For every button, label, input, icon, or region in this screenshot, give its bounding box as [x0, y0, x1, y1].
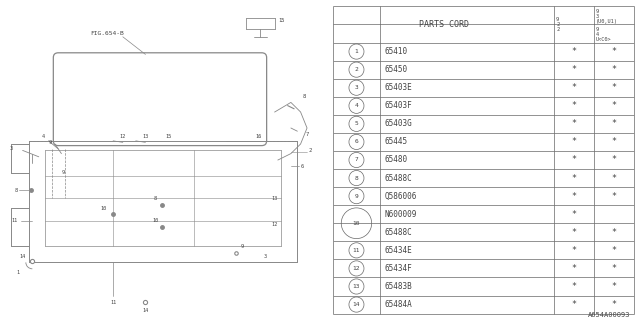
Text: FIG.654-B: FIG.654-B: [90, 31, 124, 36]
Text: 3: 3: [355, 85, 358, 90]
Text: 4: 4: [42, 133, 45, 139]
Text: *: *: [611, 300, 616, 309]
Text: 13: 13: [353, 284, 360, 289]
Text: 13: 13: [142, 133, 148, 139]
Text: 65488C: 65488C: [385, 228, 413, 237]
Text: 65483B: 65483B: [385, 282, 413, 291]
Text: 14: 14: [19, 253, 26, 259]
Text: *: *: [572, 300, 577, 309]
Text: 15: 15: [278, 18, 284, 23]
Text: 65488C: 65488C: [385, 173, 413, 183]
Text: 65403G: 65403G: [385, 119, 413, 128]
Text: 3: 3: [10, 146, 13, 151]
Text: *: *: [611, 101, 616, 110]
Text: *: *: [572, 173, 577, 183]
Text: A654A00093: A654A00093: [588, 312, 630, 318]
Text: 10: 10: [353, 221, 360, 226]
Text: 6: 6: [355, 140, 358, 144]
Text: *: *: [572, 65, 577, 74]
Text: *: *: [572, 246, 577, 255]
Text: *: *: [572, 156, 577, 164]
Text: *: *: [611, 119, 616, 128]
Text: 9: 9: [49, 140, 52, 145]
Text: 8: 8: [154, 196, 157, 201]
Text: *: *: [611, 192, 616, 201]
Text: 12: 12: [120, 133, 126, 139]
Text: *: *: [572, 210, 577, 219]
Text: *: *: [572, 119, 577, 128]
Text: 65450: 65450: [385, 65, 408, 74]
Text: 11: 11: [12, 218, 18, 223]
Text: *: *: [611, 282, 616, 291]
Text: *: *: [611, 246, 616, 255]
Text: 11: 11: [110, 300, 116, 305]
Text: *: *: [572, 282, 577, 291]
Text: *: *: [611, 173, 616, 183]
Text: *: *: [611, 137, 616, 147]
Text: 8: 8: [355, 176, 358, 180]
Text: *: *: [572, 47, 577, 56]
Text: 8: 8: [302, 93, 305, 99]
Text: Q586006: Q586006: [385, 192, 417, 201]
Text: *: *: [611, 156, 616, 164]
Text: 6: 6: [301, 164, 304, 169]
Text: 11: 11: [353, 248, 360, 253]
Text: *: *: [572, 264, 577, 273]
Text: 15: 15: [165, 133, 171, 139]
Text: 10: 10: [152, 218, 158, 223]
Text: 3: 3: [264, 253, 267, 259]
Text: 65434F: 65434F: [385, 264, 413, 273]
Text: 2: 2: [355, 67, 358, 72]
Text: *: *: [572, 137, 577, 147]
Text: 9
3
(U0,U1): 9 3 (U0,U1): [596, 9, 618, 24]
Text: *: *: [572, 83, 577, 92]
Text: *: *: [572, 192, 577, 201]
Text: *: *: [611, 264, 616, 273]
Text: 9
4
U<C0>: 9 4 U<C0>: [596, 27, 611, 42]
Text: 9: 9: [355, 194, 358, 199]
Text: 12: 12: [353, 266, 360, 271]
Text: 7: 7: [305, 132, 308, 137]
Text: *: *: [611, 65, 616, 74]
Text: PARTS CORD: PARTS CORD: [419, 20, 468, 29]
Text: 12: 12: [271, 221, 278, 227]
Text: 14: 14: [142, 308, 148, 313]
Text: 65480: 65480: [385, 156, 408, 164]
Text: *: *: [572, 101, 577, 110]
Text: 65403E: 65403E: [385, 83, 413, 92]
Text: 7: 7: [355, 157, 358, 163]
Text: 10: 10: [100, 205, 106, 211]
Text: 16: 16: [255, 133, 262, 139]
Text: *: *: [611, 228, 616, 237]
Text: 9
2
2: 9 2 2: [556, 17, 559, 32]
Text: 1: 1: [16, 269, 19, 275]
Text: 1: 1: [355, 49, 358, 54]
Text: 9: 9: [61, 170, 65, 175]
Text: 13: 13: [271, 196, 278, 201]
Text: N600009: N600009: [385, 210, 417, 219]
Text: 9: 9: [241, 244, 244, 249]
Text: 65434E: 65434E: [385, 246, 413, 255]
Text: 8: 8: [15, 188, 18, 193]
Text: 4: 4: [355, 103, 358, 108]
Text: 65403F: 65403F: [385, 101, 413, 110]
Text: 65484A: 65484A: [385, 300, 413, 309]
Text: 2: 2: [308, 148, 312, 153]
Text: 5: 5: [355, 121, 358, 126]
Text: *: *: [611, 83, 616, 92]
Text: *: *: [572, 228, 577, 237]
Text: 14: 14: [353, 302, 360, 307]
Text: 65445: 65445: [385, 137, 408, 147]
Text: *: *: [611, 47, 616, 56]
Text: 65410: 65410: [385, 47, 408, 56]
